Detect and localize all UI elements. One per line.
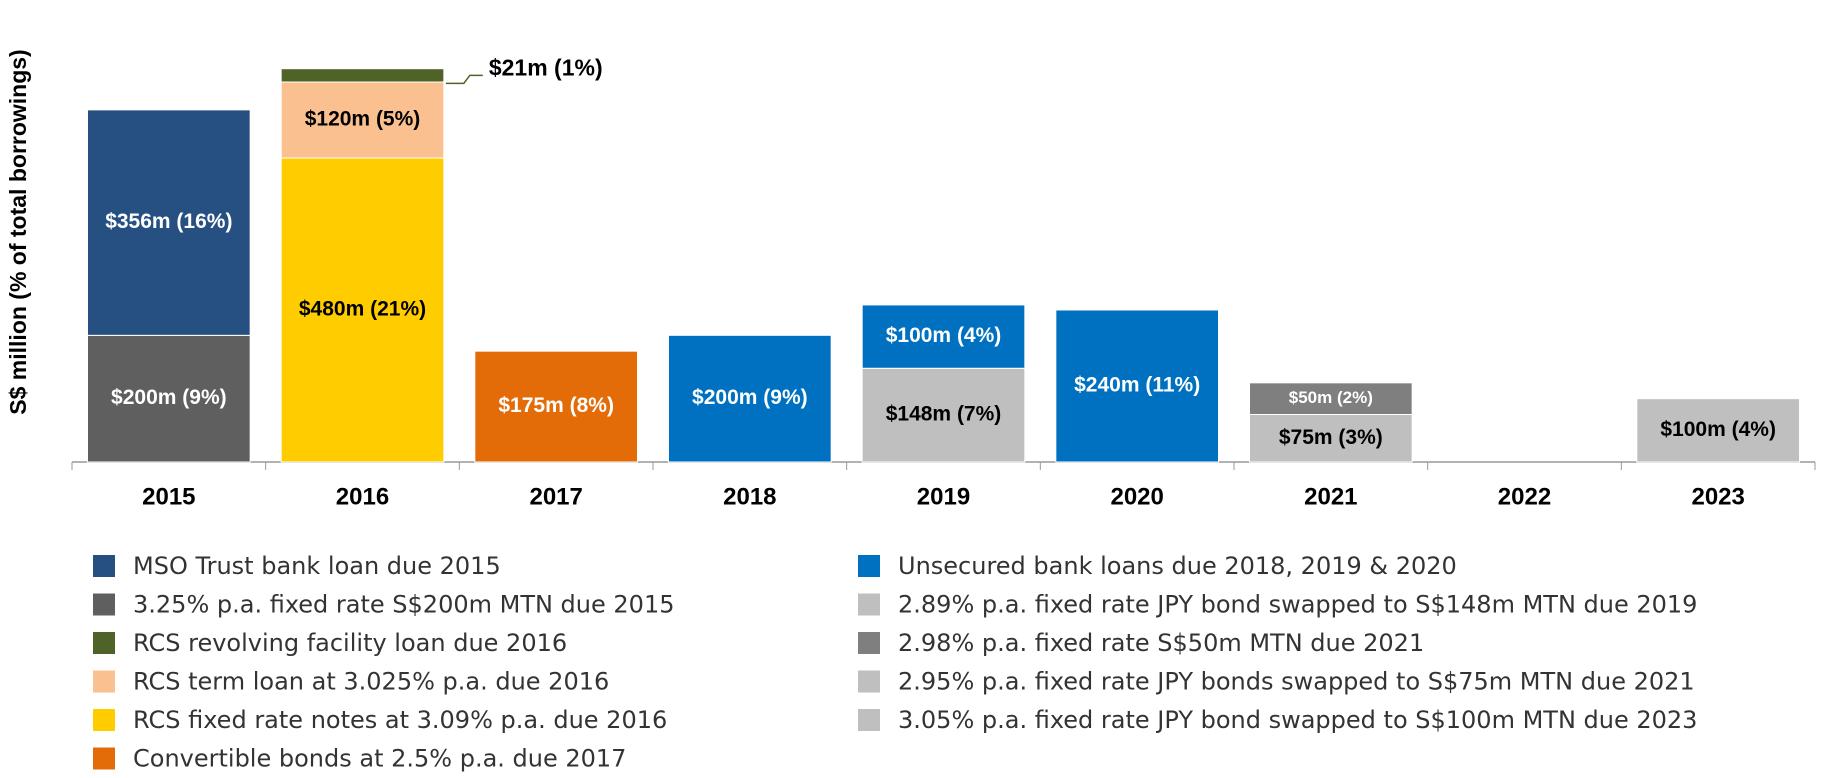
data-label: $100m (4%) <box>1660 418 1776 441</box>
legend-label: RCS revolving facility loan due 2016 <box>133 629 567 657</box>
data-label: $200m (9%) <box>111 386 227 409</box>
leader-line <box>445 74 483 85</box>
x-tick-label: 2020 <box>1110 483 1163 510</box>
x-tick-label: 2015 <box>142 483 195 510</box>
data-label: $240m (11%) <box>1074 374 1200 397</box>
legend-label: RCS fixed rate notes at 3.09% p.a. due 2… <box>133 706 667 734</box>
legend-swatch <box>858 632 880 654</box>
bar-segment <box>861 304 1026 369</box>
x-tick-label: 2021 <box>1304 483 1357 510</box>
legend-label: RCS term loan at 3.025% p.a. due 2016 <box>133 668 609 696</box>
bar-segment <box>1055 309 1220 463</box>
bar-segment <box>280 157 445 463</box>
bar-segment <box>1248 382 1413 416</box>
data-label: $120m (5%) <box>305 108 421 131</box>
x-tick-label: 2023 <box>1691 483 1744 510</box>
legend-swatch <box>858 555 880 577</box>
legend-swatch <box>93 709 115 731</box>
data-label: $148m (7%) <box>886 403 1002 426</box>
legend-swatch <box>93 670 115 693</box>
data-label: $50m (2%) <box>1289 388 1373 407</box>
legend-swatch <box>93 632 115 654</box>
legend-label: 3.05% p.a. fixed rate JPY bond swapped t… <box>898 706 1697 734</box>
data-label: $75m (3%) <box>1279 426 1383 449</box>
legend-swatch <box>858 709 880 731</box>
legend-swatch <box>858 593 880 616</box>
x-tick-label: 2018 <box>723 483 776 510</box>
x-tick-label: 2016 <box>336 483 389 510</box>
legend-swatch <box>858 670 880 693</box>
data-label: $356m (16%) <box>105 210 232 233</box>
legend-label: 3.25% p.a. fixed rate S$200m MTN due 201… <box>133 591 674 619</box>
legend-label: Convertible bonds at 2.5% p.a. due 2017 <box>133 745 626 773</box>
x-tick-label: 2017 <box>529 483 582 510</box>
legend-label: 2.98% p.a. fixed rate S$50m MTN due 2021 <box>898 629 1424 657</box>
data-label: $200m (9%) <box>692 386 808 409</box>
legend-label: Unsecured bank loans due 2018, 2019 & 20… <box>898 552 1457 580</box>
bar-segment <box>1248 414 1413 463</box>
bar-segment <box>1636 398 1801 463</box>
legend-swatch <box>93 747 115 770</box>
data-label: $175m (8%) <box>498 394 614 417</box>
x-tick-label: 2019 <box>917 483 970 510</box>
bar-segment <box>280 68 445 83</box>
bar-segment <box>86 109 251 336</box>
bar-segment <box>280 81 445 159</box>
legend-label: 2.95% p.a. fixed rate JPY bonds swapped … <box>898 668 1695 696</box>
data-label: $100m (4%) <box>886 324 1002 347</box>
legend-swatch <box>93 593 115 616</box>
bar-segment <box>86 334 251 463</box>
data-label: $480m (21%) <box>299 298 426 321</box>
legend-label: MSO Trust bank loan due 2015 <box>133 552 501 580</box>
bar-segment <box>667 334 832 463</box>
x-tick-label: 2022 <box>1498 483 1551 510</box>
y-axis-label: S$ million (% of total borrowings) <box>5 49 31 414</box>
bar-segment <box>474 350 639 463</box>
bar-segment <box>861 367 1026 463</box>
legend-label: 2.89% p.a. fixed rate JPY bond swapped t… <box>898 591 1697 619</box>
legend-swatch <box>93 555 115 577</box>
data-label: $21m (1%) <box>489 54 603 80</box>
